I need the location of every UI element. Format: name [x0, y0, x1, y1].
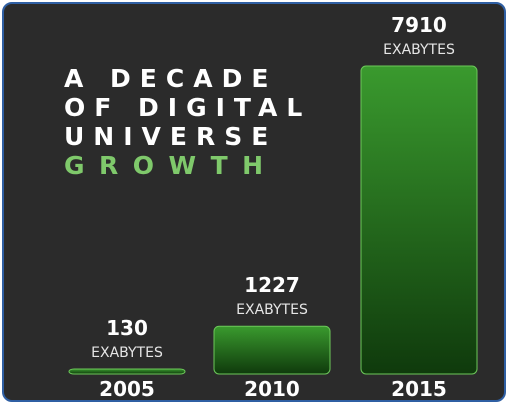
- chart-title: A DECADE OF DIGITAL UNIVERSE GROWTH: [64, 64, 311, 180]
- bar-2005: [68, 368, 186, 375]
- bar-2015: [360, 65, 478, 375]
- unit-label-2015: EXABYTES: [383, 42, 455, 58]
- chart-frame: A DECADE OF DIGITAL UNIVERSE GROWTH 130 E…: [2, 2, 506, 402]
- tick-label-2010: 2010: [244, 377, 300, 400]
- value-label-2010: 1227: [244, 273, 300, 297]
- title-line-3: UNIVERSE: [64, 122, 278, 151]
- tick-label-2005: 2005: [99, 377, 155, 400]
- tick-label-2015: 2015: [391, 377, 447, 400]
- bar-chart: 130 EXABYTES 2005 1227 EXABYTES 2010 7910 EXABY…: [68, 13, 478, 400]
- unit-label-2005: EXABYTES: [91, 345, 163, 361]
- value-label-2015: 7910: [391, 13, 447, 37]
- title-line-4: GROWTH: [64, 151, 278, 180]
- bar-2010: [213, 325, 331, 375]
- title-line-2: OF DIGITAL: [64, 93, 312, 122]
- title-line-1: A DECADE: [64, 64, 278, 93]
- unit-label-2010: EXABYTES: [236, 302, 308, 318]
- value-label-2005: 130: [106, 316, 148, 340]
